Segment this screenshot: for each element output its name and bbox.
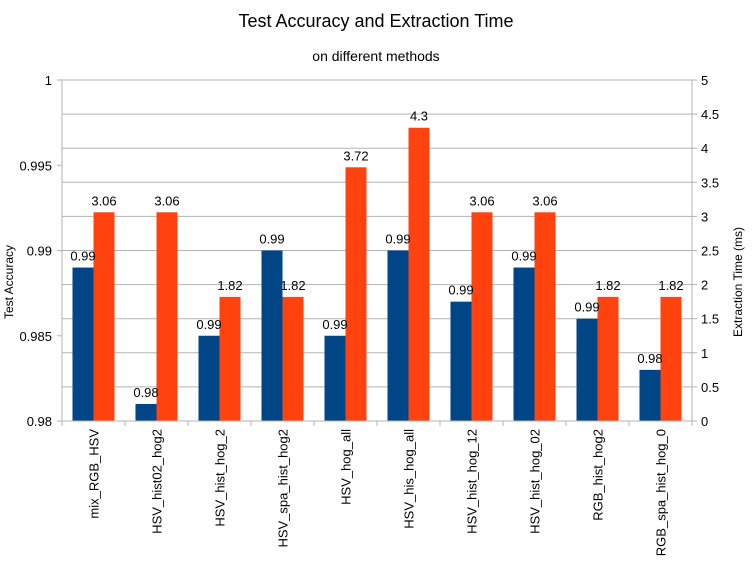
bar-test-accuracy (135, 403, 157, 421)
data-label-time: 1.82 (658, 278, 683, 293)
y-tick-label: 0.99 (27, 244, 52, 259)
data-label-accuracy: 0.99 (574, 300, 599, 315)
y-axis-label: Test Accuracy (2, 245, 16, 319)
bar-test-accuracy (387, 250, 409, 421)
bar-test-accuracy (513, 267, 535, 421)
data-label-accuracy: 0.99 (385, 232, 410, 247)
bar-extraction-time (345, 167, 367, 421)
y-tick-label: 0.995 (19, 158, 52, 173)
bar-test-accuracy (450, 301, 472, 421)
x-tick-label: HSV_hist_hog_12 (465, 429, 480, 534)
chart-title: Test Accuracy and Extraction Time (238, 11, 513, 31)
bar-extraction-time (471, 212, 493, 421)
data-label-accuracy: 0.99 (322, 317, 347, 332)
y2-tick-label: 3.5 (701, 175, 719, 190)
data-labels: 0.99 3.06 0.98 3.06 0.99 1.82 0.99 1.82 0.99 3.72… (70, 109, 683, 400)
y-tick-label: 0.985 (19, 329, 52, 344)
data-label-time: 1.82 (595, 278, 620, 293)
data-label-accuracy: 0.99 (70, 249, 95, 264)
y2-tick-label: 4.5 (701, 107, 719, 122)
y2-tick-label: 5 (701, 73, 708, 88)
bar-extraction-time (219, 296, 241, 421)
bar-extraction-time (408, 127, 430, 422)
bar-test-accuracy (198, 335, 220, 421)
x-tick-label: HSV_his_hog_all (402, 429, 417, 529)
data-label-time: 4.3 (410, 109, 428, 124)
data-label-time: 3.06 (91, 193, 116, 208)
x-tick-label: RGB_hist_hog2 (591, 429, 606, 521)
data-label-time: 3.06 (532, 193, 557, 208)
data-label-time: 3.72 (343, 148, 368, 163)
data-label-time: 1.82 (280, 278, 305, 293)
x-tick-label: HSV_hist_hog_2 (213, 429, 228, 527)
x-tick-label: HSV_hist_hog_02 (528, 429, 543, 534)
bars (72, 127, 682, 422)
y2-tick-label: 1.5 (701, 312, 719, 327)
data-label-accuracy: 0.99 (196, 317, 221, 332)
bar-extraction-time (93, 212, 115, 421)
x-tick-label: mix_RGB_HSV (87, 429, 102, 519)
bar-extraction-time (660, 296, 682, 421)
data-label-accuracy: 0.99 (259, 232, 284, 247)
y2-tick-label: 0.5 (701, 380, 719, 395)
y2-tick-label: 4 (701, 141, 708, 156)
y-tick-label: 1 (45, 73, 52, 88)
chart-subtitle: on different methods (312, 48, 439, 64)
bar-extraction-time (156, 212, 178, 421)
data-label-accuracy: 0.99 (511, 249, 536, 264)
data-label-time: 3.06 (154, 193, 179, 208)
y2-tick-label: 2.5 (701, 244, 719, 259)
data-label-accuracy: 0.99 (448, 283, 473, 298)
bar-test-accuracy (324, 335, 346, 421)
x-tick-label: RGB_spa_hist_hog_0 (654, 429, 669, 556)
x-tick-label: HSV_spa_hist_hog2 (276, 429, 291, 548)
data-label-accuracy: 0.98 (133, 385, 158, 400)
tick-labels: 0 0.5 1 1.5 2 2.5 3 3.5 4 4.5 5 0.98 0.985 0.99 0.995 1… (19, 73, 719, 556)
bar-extraction-time (534, 212, 556, 421)
bar-test-accuracy (639, 369, 661, 421)
bar-test-accuracy (576, 318, 598, 421)
bar-extraction-time (282, 296, 304, 421)
data-label-time: 1.82 (217, 278, 242, 293)
x-tick-label: HSV_hist02_hog2 (150, 429, 165, 534)
y2-tick-label: 3 (701, 209, 708, 224)
bar-test-accuracy (72, 267, 94, 421)
axes (57, 79, 697, 426)
bar-test-accuracy (261, 250, 283, 421)
y-tick-label: 0.98 (27, 414, 52, 429)
x-tick-label: HSV_hog_all (339, 429, 354, 505)
y2-axis-label: Extraction Time (ms) (731, 227, 745, 337)
y2-tick-label: 1 (701, 346, 708, 361)
bar-extraction-time (597, 296, 619, 421)
y2-tick-label: 0 (701, 414, 708, 429)
y2-tick-label: 2 (701, 278, 708, 293)
data-label-time: 3.06 (469, 193, 494, 208)
data-label-accuracy: 0.98 (637, 351, 662, 366)
